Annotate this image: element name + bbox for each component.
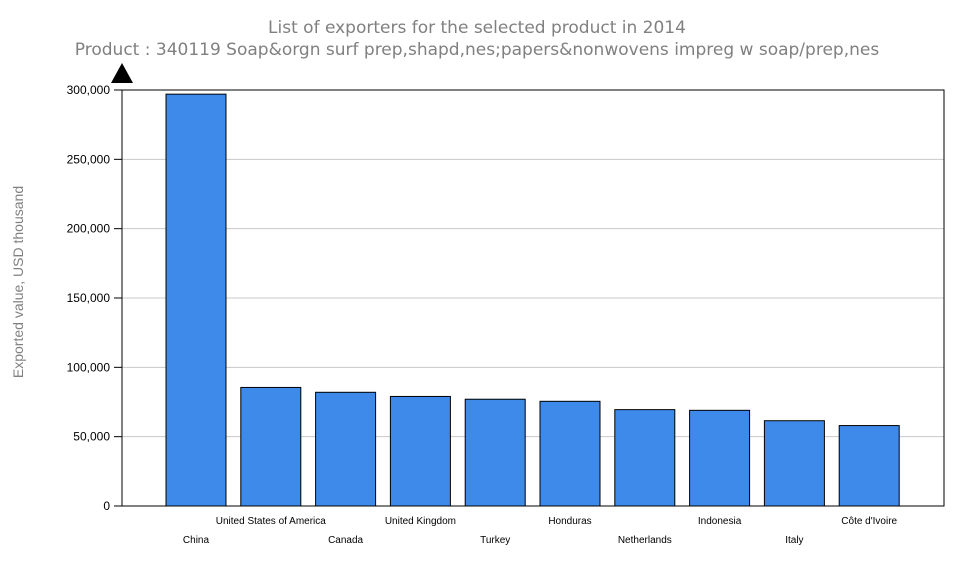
y-axis-label: Exported value, USD thousand: [10, 186, 26, 378]
x-tick-label: Italy: [785, 535, 803, 546]
bar-canada: [315, 391, 377, 507]
x-tick-label: Indonesia: [698, 516, 742, 527]
bar-italy: [763, 420, 825, 507]
x-tick-label: Côte d'Ivoire: [841, 516, 897, 527]
bar-united-kingdom: [389, 395, 451, 507]
x-tick-label: United States of America: [216, 516, 326, 527]
bars: [165, 93, 900, 507]
bar-indonesia: [689, 409, 751, 507]
chart-subtitle: Product : 340119 Soap&orgn surf prep,sha…: [74, 40, 880, 60]
chart-title: List of exporters for the selected produ…: [268, 18, 686, 38]
y-tick-labels: 0 50,000 100,000 150,000 200,000 250,000 300,0…: [67, 83, 122, 513]
y-tick-label: 100,000: [67, 360, 111, 374]
bar-united-states-of-america: [240, 386, 302, 507]
x-tick-label: Canada: [328, 535, 363, 546]
x-tick-label: Turkey: [480, 535, 510, 546]
x-tick-label: Honduras: [548, 516, 591, 527]
y-tick-label: 0: [103, 499, 110, 513]
bar-turkey: [464, 398, 526, 507]
x-tick-label: United Kingdom: [385, 516, 456, 527]
y-tick-label: 250,000: [67, 152, 111, 166]
y-tick-label: 300,000: [67, 83, 111, 97]
y-tick-label: 150,000: [67, 291, 111, 305]
bar-china: [165, 93, 227, 507]
y-tick-label: 200,000: [67, 222, 111, 236]
y-tick-label: 50,000: [73, 430, 110, 444]
bar-honduras: [539, 400, 601, 507]
bar-netherlands: [614, 409, 676, 507]
bar-c-te-d-ivoire: [838, 425, 900, 507]
x-tick-label: China: [183, 535, 210, 546]
x-tick-label: Netherlands: [618, 535, 672, 546]
y-axis-arrow-icon: [111, 63, 133, 83]
